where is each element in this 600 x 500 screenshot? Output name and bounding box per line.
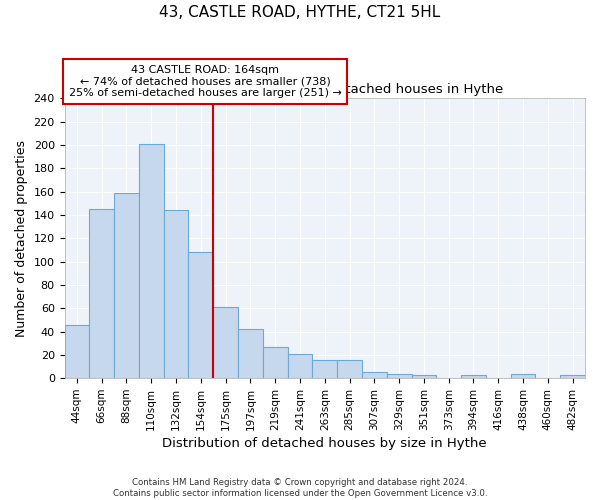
Text: 43, CASTLE ROAD, HYTHE, CT21 5HL: 43, CASTLE ROAD, HYTHE, CT21 5HL xyxy=(160,5,440,20)
Text: 43 CASTLE ROAD: 164sqm
← 74% of detached houses are smaller (738)
25% of semi-de: 43 CASTLE ROAD: 164sqm ← 74% of detached… xyxy=(68,65,341,98)
Bar xyxy=(263,346,287,378)
Y-axis label: Number of detached properties: Number of detached properties xyxy=(15,140,28,336)
Bar xyxy=(213,307,238,378)
Bar xyxy=(287,354,313,378)
Bar xyxy=(362,372,387,378)
Bar xyxy=(164,210,188,378)
Bar xyxy=(65,324,89,378)
Bar xyxy=(313,360,337,378)
Bar xyxy=(188,252,213,378)
Bar xyxy=(387,374,412,378)
Bar xyxy=(114,192,139,378)
Bar xyxy=(89,209,114,378)
Bar xyxy=(139,144,164,378)
Title: Size of property relative to detached houses in Hythe: Size of property relative to detached ho… xyxy=(146,82,503,96)
Bar xyxy=(461,374,486,378)
Bar xyxy=(238,329,263,378)
Bar xyxy=(511,374,535,378)
Text: Contains HM Land Registry data © Crown copyright and database right 2024.
Contai: Contains HM Land Registry data © Crown c… xyxy=(113,478,487,498)
Bar xyxy=(337,360,362,378)
Bar xyxy=(412,374,436,378)
Bar xyxy=(560,374,585,378)
X-axis label: Distribution of detached houses by size in Hythe: Distribution of detached houses by size … xyxy=(163,437,487,450)
